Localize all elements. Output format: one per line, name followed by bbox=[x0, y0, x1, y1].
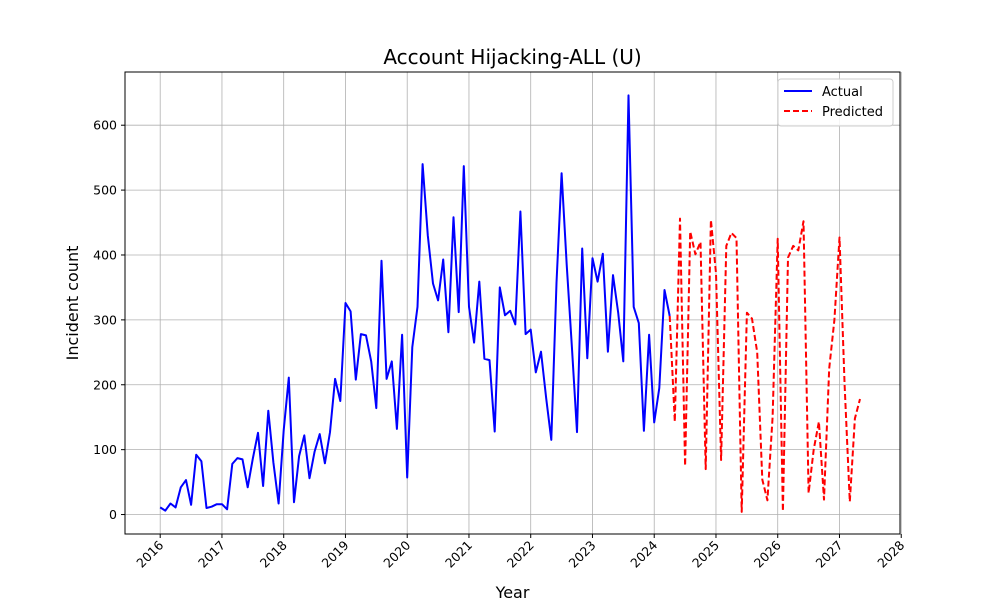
y-tick-label: 0 bbox=[109, 507, 117, 522]
y-axis-title: Incident count bbox=[63, 246, 82, 361]
y-tick-label: 300 bbox=[93, 312, 117, 327]
legend-label-predicted: Predicted bbox=[822, 105, 883, 120]
series-line-actual bbox=[159, 94, 671, 512]
y-tick-label: 600 bbox=[93, 118, 117, 133]
legend: Actual Predicted bbox=[777, 78, 894, 127]
chart-title: Account Hijacking-ALL (U) bbox=[383, 45, 641, 69]
series-layer bbox=[159, 94, 861, 513]
plot-frame bbox=[124, 71, 901, 535]
legend-label-actual: Actual bbox=[822, 85, 863, 100]
x-axis-title: Year bbox=[495, 583, 530, 600]
y-tick-label: 200 bbox=[93, 377, 117, 392]
series-line-predicted bbox=[668, 217, 861, 513]
y-tick-label: 500 bbox=[93, 183, 117, 198]
y-tick-label: 100 bbox=[93, 442, 117, 457]
y-tick-label: 400 bbox=[93, 247, 117, 262]
